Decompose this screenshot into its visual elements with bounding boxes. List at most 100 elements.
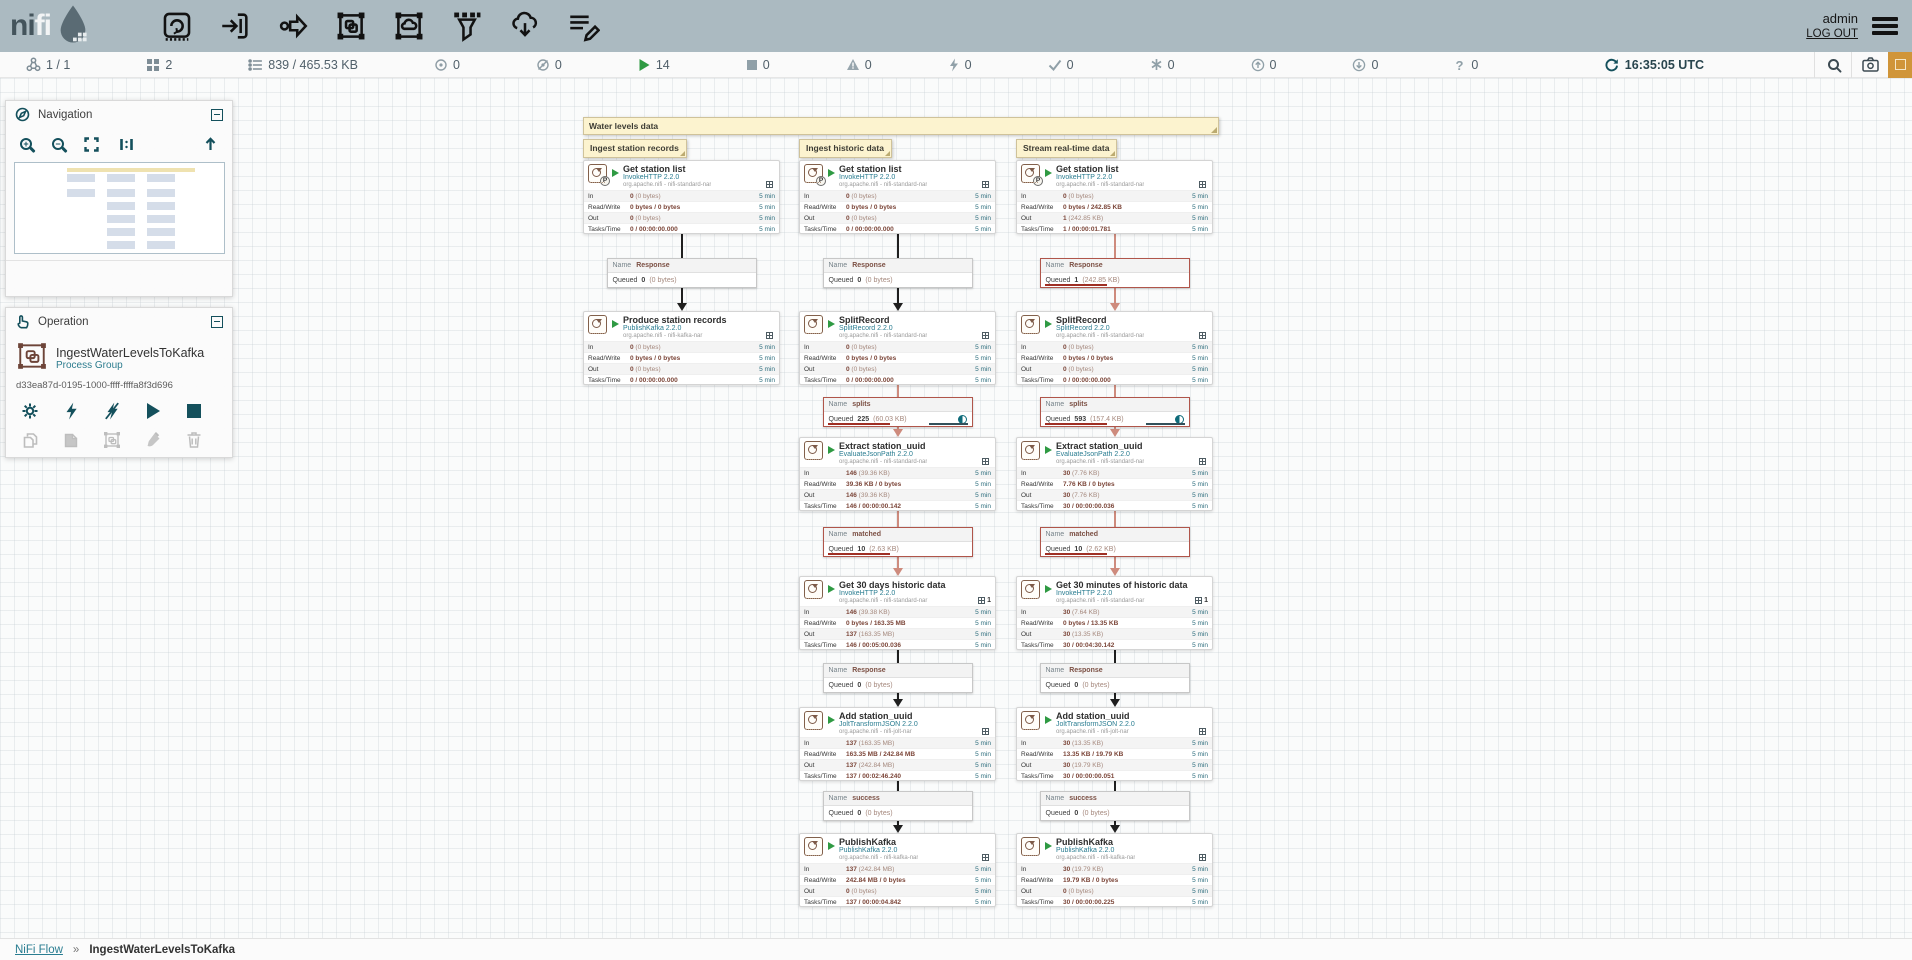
breadcrumb-root-link[interactable]: NiFi Flow	[15, 943, 63, 956]
stat-row: In 146 (39.38 KB) 5 min	[800, 606, 995, 617]
processor-node[interactable]: P SplitRecord SplitRecord 2.2.0 org.apac…	[799, 311, 996, 385]
group-button[interactable]	[103, 431, 121, 449]
last-refresh-time[interactable]: 16:35:05 UTC	[1604, 57, 1704, 72]
label-component-icon[interactable]	[565, 8, 601, 44]
processor-node[interactable]: P PublishKafka PublishKafka 2.2.0 org.ap…	[1016, 833, 1213, 907]
processor-node[interactable]: P Produce station records PublishKafka 2…	[583, 311, 780, 385]
zoom-actual-button[interactable]	[119, 137, 134, 152]
stat-row: Read/Write 242.84 MB / 0 bytes 5 min	[800, 874, 995, 885]
connection-name-key: Name	[1045, 262, 1065, 269]
logout-link[interactable]: LOG OUT	[1806, 27, 1858, 40]
processor-type-icon: P	[804, 580, 823, 599]
processor-name: Extract station_uuid	[839, 441, 926, 451]
stat-row: Read/Write 0 bytes / 163.35 MB 5 min	[800, 617, 995, 628]
processor-node[interactable]: P Add station_uuid JoltTransformJSON 2.2…	[1016, 707, 1213, 781]
capture-canvas-button[interactable]	[1852, 52, 1888, 78]
active-threads-badge	[982, 711, 991, 737]
connection-queued-size: (157.4 KB)	[1090, 415, 1124, 423]
processor-node[interactable]: P Get station list InvokeHTTP 2.2.0 org.…	[583, 160, 780, 234]
processor-type: InvokeHTTP 2.2.0	[1056, 174, 1113, 182]
transmitting-status: 0	[434, 58, 460, 72]
connection-label[interactable]: Name success Queued 0 (0 bytes)	[822, 791, 973, 821]
connection-label[interactable]: Name splits Queued 593 (157.4 KB)	[1039, 397, 1190, 427]
connection-arrow	[892, 429, 903, 437]
processor-node[interactable]: P SplitRecord SplitRecord 2.2.0 org.apac…	[1016, 311, 1213, 385]
connection-name-value: matched	[852, 531, 881, 538]
nifi-drop-icon	[53, 3, 93, 50]
connection-queued-count: 593	[1074, 415, 1087, 423]
running-status-icon	[828, 585, 835, 593]
processor-node[interactable]: P Get station list InvokeHTTP 2.2.0 org.…	[799, 160, 996, 234]
stat-row: In 0 (0 bytes) 5 min	[800, 341, 995, 352]
flow-analysis-button[interactable]	[1888, 51, 1912, 78]
flow-canvas[interactable]: Water levels data Ingest station records N…	[0, 78, 1912, 938]
group-section-label[interactable]: Ingest historic data	[799, 139, 892, 158]
invalid-status: 0	[846, 58, 872, 72]
remote-process-group-component-icon[interactable]	[391, 8, 427, 44]
stop-button[interactable]	[185, 402, 203, 420]
stat-row: Out 137 (242.84 MB) 5 min	[800, 759, 995, 770]
processor-node[interactable]: P Add station_uuid JoltTransformJSON 2.2…	[799, 707, 996, 781]
connection-name-value: success	[1069, 795, 1097, 802]
processor-node[interactable]: P Get station list InvokeHTTP 2.2.0 org.…	[1016, 160, 1213, 234]
processor-stats: In 30 (7.76 KB) 5 min Read/Write 7.76 KB / 0…	[1017, 467, 1212, 511]
connection-name-value: Response	[636, 262, 670, 269]
processor-node[interactable]: P Get 30 minutes of historic data Invoke…	[1016, 576, 1213, 650]
connection-label[interactable]: Name splits Queued 225 (60.03 KB)	[822, 397, 973, 427]
birdseye-minimap[interactable]	[14, 162, 225, 254]
connection-name-row: Name success	[823, 792, 972, 806]
download-flow-component-icon[interactable]	[507, 8, 543, 44]
processor-bundle: org.apache.nifi - nifi-standard-nar	[623, 181, 712, 188]
connection-label[interactable]: Name Response Queued 1 (242.85 KB)	[1039, 258, 1190, 288]
disable-button[interactable]	[103, 402, 121, 420]
processor-bundle: org.apache.nifi - nifi-standard-nar	[839, 458, 928, 465]
disabled-icon	[949, 58, 958, 71]
leave-group-button[interactable]	[203, 136, 218, 152]
connection-label[interactable]: Name Response Queued 0 (0 bytes)	[1039, 663, 1190, 693]
connection-queued-key: Queued	[828, 681, 854, 689]
processor-component-icon[interactable]	[159, 8, 195, 44]
zoom-fit-button[interactable]	[84, 136, 99, 152]
stat-row: Tasks/Time 30 / 00:00:00.036 5 min	[1017, 500, 1212, 511]
process-group-component-icon[interactable]	[333, 8, 369, 44]
check-icon	[1048, 59, 1061, 71]
group-section-label[interactable]: Stream real-time data	[1016, 139, 1118, 158]
search-button[interactable]	[1815, 52, 1851, 78]
arrow-down-circle-icon	[1353, 58, 1366, 71]
zoom-out-button[interactable]: −	[52, 138, 64, 150]
processor-node[interactable]: P PublishKafka PublishKafka 2.2.0 org.ap…	[799, 833, 996, 907]
global-menu-button[interactable]	[1872, 17, 1898, 35]
copy-button[interactable]	[21, 431, 39, 449]
connection-queued-size: (60.03 KB)	[873, 415, 907, 423]
stopped-icon	[746, 59, 757, 70]
connection-label[interactable]: Name success Queued 0 (0 bytes)	[1039, 791, 1190, 821]
start-button[interactable]	[144, 402, 162, 420]
processor-node[interactable]: P Extract station_uuid EvaluateJsonPath …	[1016, 437, 1213, 511]
funnel-component-icon[interactable]	[449, 8, 485, 44]
canvas-label[interactable]: Water levels data	[583, 117, 1219, 135]
processor-node[interactable]: P Extract station_uuid EvaluateJsonPath …	[799, 437, 996, 511]
output-port-component-icon[interactable]	[275, 8, 311, 44]
delete-button[interactable]	[185, 431, 203, 449]
processor-stats: In 137 (242.84 MB) 5 min Read/Write 242.84 M…	[800, 863, 995, 907]
configure-button[interactable]	[21, 402, 39, 420]
stat-row: Out 0 (0 bytes) 5 min	[1017, 363, 1212, 374]
running-status-icon	[1045, 716, 1052, 724]
input-port-component-icon[interactable]	[217, 8, 253, 44]
connection-label[interactable]: Name matched Queued 10 (2.62 KB)	[1039, 527, 1190, 557]
color-button[interactable]	[144, 431, 162, 449]
paste-button[interactable]	[62, 431, 80, 449]
stat-row: Out 0 (0 bytes) 5 min	[584, 363, 779, 374]
collapse-navigation-button[interactable]	[211, 108, 223, 121]
processor-node[interactable]: P Get 30 days historic data InvokeHTTP 2…	[799, 576, 996, 650]
zoom-in-button[interactable]: +	[20, 138, 32, 150]
connection-label[interactable]: Name Response Queued 0 (0 bytes)	[822, 258, 973, 288]
processor-type: InvokeHTTP 2.2.0	[839, 174, 896, 182]
connection-label[interactable]: Name matched Queued 10 (2.63 KB)	[822, 527, 973, 557]
enable-button[interactable]	[62, 402, 80, 420]
running-status-icon	[828, 716, 835, 724]
collapse-operation-button[interactable]	[211, 315, 223, 328]
connection-label[interactable]: Name Response Queued 0 (0 bytes)	[822, 663, 973, 693]
connection-label[interactable]: Name Response Queued 0 (0 bytes)	[606, 258, 757, 288]
group-section-label[interactable]: Ingest station records	[583, 139, 687, 158]
